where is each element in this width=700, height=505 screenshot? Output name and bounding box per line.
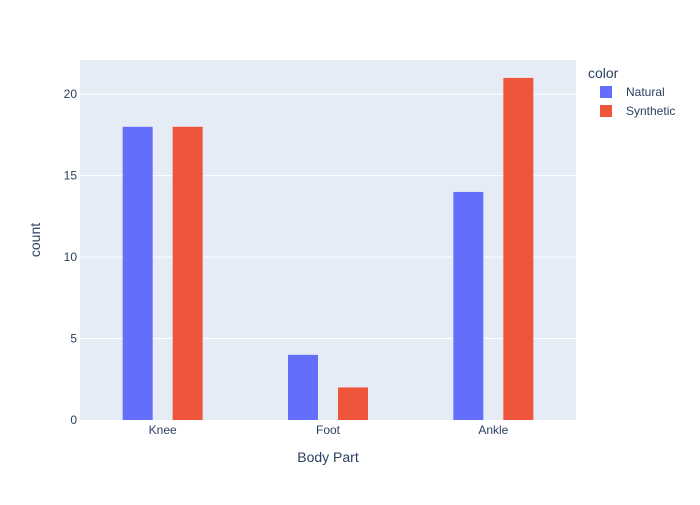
bars xyxy=(122,77,534,421)
y-tick-label: 0 xyxy=(70,413,77,427)
y-tick-label: 20 xyxy=(64,87,78,101)
y-axis-label: count xyxy=(27,223,43,257)
y-tick-label: 5 xyxy=(70,332,77,346)
legend: color Natural Synthetic xyxy=(588,65,675,118)
bar-natural-ankle[interactable] xyxy=(453,191,484,420)
bar-synthetic-knee[interactable] xyxy=(172,126,203,421)
x-tick-label: Ankle xyxy=(478,423,508,437)
legend-label: Synthetic xyxy=(626,104,675,118)
plot-background xyxy=(80,60,576,420)
legend-title: color xyxy=(588,65,619,81)
y-tick-label: 15 xyxy=(64,169,78,183)
x-tick-labels: Knee Foot Ankle xyxy=(149,423,509,437)
bar-natural-foot[interactable] xyxy=(288,354,318,420)
y-gridlines xyxy=(80,93,576,340)
bar-natural-knee[interactable] xyxy=(122,126,153,421)
legend-items: Natural Synthetic xyxy=(600,85,675,118)
y-tick-labels: 0 5 10 15 20 xyxy=(64,87,78,427)
x-tick-label: Knee xyxy=(149,423,177,437)
legend-label: Natural xyxy=(626,85,665,99)
legend-item-synthetic[interactable]: Synthetic xyxy=(600,104,675,118)
y-tick-label: 10 xyxy=(64,250,78,264)
legend-swatch xyxy=(600,86,612,98)
x-tick-label: Foot xyxy=(316,423,341,437)
x-axis-label: Body Part xyxy=(297,449,359,465)
bar-synthetic-foot[interactable] xyxy=(338,387,368,420)
legend-swatch xyxy=(600,105,612,117)
legend-item-natural[interactable]: Natural xyxy=(600,85,665,99)
bar-synthetic-ankle[interactable] xyxy=(503,77,534,420)
